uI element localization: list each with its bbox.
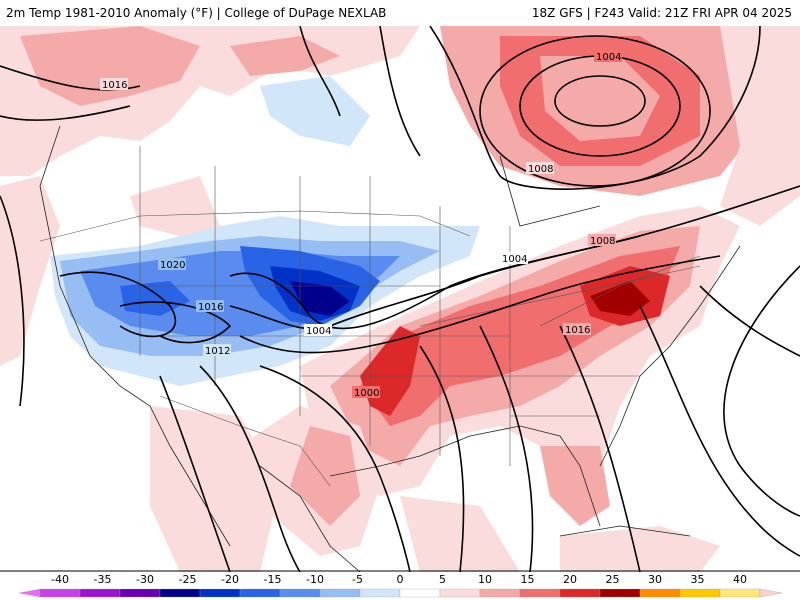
- colorbar-swatch: [519, 588, 561, 598]
- isobar-label: 1008: [528, 164, 553, 175]
- isobar-label: 1000: [354, 388, 379, 399]
- colorbar-swatch: [439, 588, 481, 598]
- colorbar-tick-label: 25: [605, 573, 620, 586]
- product-title: 2m Temp 1981-2010 Anomaly (°F) | College…: [6, 6, 387, 20]
- colorbar-swatch: [119, 588, 161, 598]
- colorbar-swatch: [559, 588, 601, 598]
- isobar-label: 1004: [306, 326, 331, 337]
- isobar-label: 1016: [565, 325, 590, 336]
- isobar-label: 1008: [590, 236, 615, 247]
- coastlines: [39, 125, 741, 572]
- colorbar-swatch: [719, 588, 761, 598]
- colorbar-swatch: [159, 588, 201, 598]
- colorbar-tick-label: 35: [690, 573, 705, 586]
- colorbar-scale: [18, 588, 783, 598]
- isobar-label: 1016: [198, 302, 223, 313]
- colorbar-tick-label: 0: [396, 573, 404, 586]
- isobar-labels: 1016 1004 1008 1020 1016 1012 1004 1008 …: [100, 50, 622, 399]
- colorbar-tick-label: 15: [520, 573, 535, 586]
- colorbar-tick-label: 40: [733, 573, 747, 586]
- colorbar: -40 -35 -30 -25 -20 -15 -10 -5 0 5 10 15 20 25 30 35 40: [0, 572, 800, 600]
- colorbar-tick-label: -10: [306, 573, 324, 586]
- isobars: [0, 26, 800, 572]
- colorbar-swatch: [599, 588, 641, 598]
- colorbar-tick-label: -40: [51, 573, 69, 586]
- isobar-label: 1012: [205, 346, 230, 357]
- anomaly-map: 1016 1004 1008 1020 1016 1012 1004 1008 …: [0, 26, 800, 572]
- colorbar-swatch: [79, 588, 121, 598]
- colorbar-tick-label: 30: [648, 573, 662, 586]
- colorbar-tick-label: 5: [439, 573, 446, 586]
- colorbar-tick-label: -25: [178, 573, 197, 586]
- colorbar-swatch: [199, 588, 241, 598]
- isobar-label: 1020: [160, 260, 185, 271]
- colorbar-tick-label: 10: [478, 573, 492, 586]
- colorbar-low-arrow: [18, 589, 40, 597]
- colorbar-tick-label: -20: [221, 573, 239, 586]
- colorbar-tick-label: -30: [136, 573, 154, 586]
- colorbar-swatch: [679, 588, 721, 598]
- map-header: 2m Temp 1981-2010 Anomaly (°F) | College…: [0, 0, 800, 26]
- colorbar-swatch: [639, 588, 681, 598]
- isobar-label: 1004: [596, 52, 621, 63]
- map-canvas: 1016 1004 1008 1020 1016 1012 1004 1008 …: [0, 26, 800, 572]
- isobar-label: 1004: [502, 254, 527, 265]
- colorbar-swatch: [319, 588, 361, 598]
- colorbar-swatch: [359, 588, 401, 598]
- model-valid-time: 18Z GFS | F243 Valid: 21Z FRI APR 04 202…: [531, 6, 792, 20]
- colorbar-tick-label: -15: [263, 573, 282, 586]
- colorbar-tick-label: -5: [352, 573, 363, 586]
- colorbar-high-arrow: [759, 588, 783, 598]
- colorbar-tick-labels: -40 -35 -30 -25 -20 -15 -10 -5 0 5 10 15 20 25 30 35 40: [0, 572, 800, 586]
- colorbar-swatch: [279, 588, 321, 598]
- colorbar-tick-label: -35: [93, 573, 112, 586]
- colorbar-swatch: [39, 588, 81, 598]
- colorbar-swatch: [399, 588, 441, 598]
- isobar-label: 1016: [102, 80, 127, 91]
- colorbar-swatch: [239, 588, 281, 598]
- colorbar-tick-label: 20: [563, 573, 577, 586]
- colorbar-swatch: [479, 588, 521, 598]
